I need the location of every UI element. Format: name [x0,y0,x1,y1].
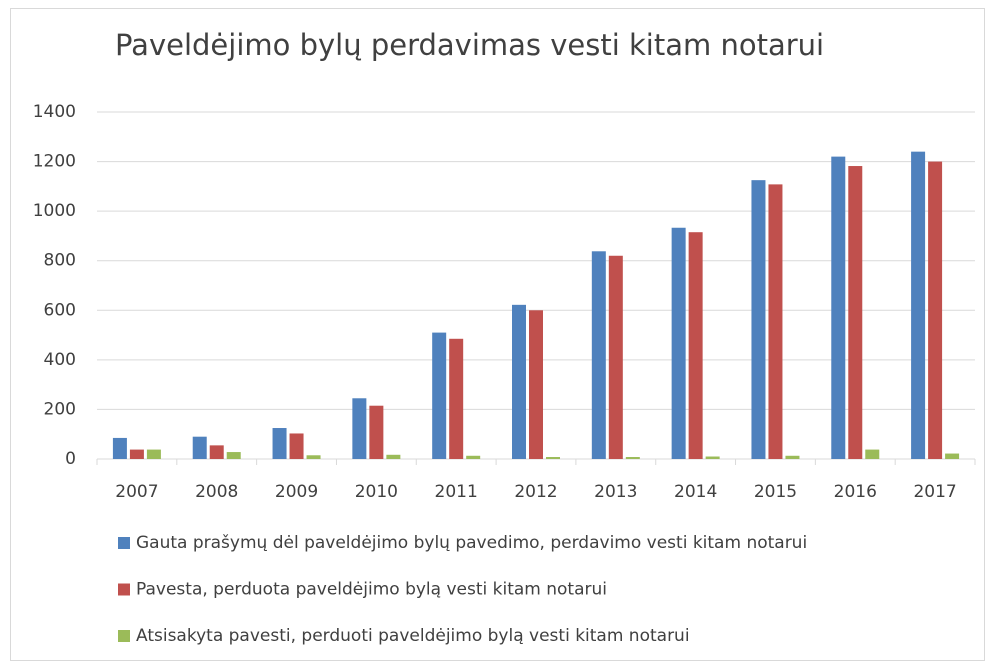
bar [192,436,207,459]
x-tick-label: 2015 [754,482,797,502]
y-tick-label: 400 [44,350,76,370]
y-tick-label: 200 [44,399,76,419]
bar [688,232,703,459]
bar [272,428,287,459]
bar [671,227,686,459]
x-tick-label: 2014 [674,482,717,502]
bar [529,310,543,459]
bar [945,453,960,459]
bar [831,156,846,459]
bar [112,437,127,459]
bar [226,452,241,459]
bar [785,455,800,459]
x-tick-label: 2016 [834,482,877,502]
y-tick-label: 600 [44,300,76,320]
bar [386,454,401,459]
bar [466,455,481,459]
bar [449,338,464,459]
bar [129,449,144,459]
x-tick-label: 2013 [594,482,637,502]
legend-swatch [118,583,130,596]
x-tick-label: 2017 [913,482,956,502]
y-tick-label: 1000 [33,201,76,221]
legend-label: Pavesta, perduota paveldėjimo bylą vesti… [136,580,607,600]
bar [546,457,560,459]
x-tick-label: 2007 [115,482,158,502]
legend-swatch [118,630,130,642]
x-tick-label: 2011 [435,482,478,502]
bar [432,332,447,459]
legend-label: Atsisakyta pavesti, perduoti paveldėjimo… [136,626,690,646]
bar [751,180,766,460]
x-tick-label: 2009 [275,482,318,502]
y-tick-label: 1200 [33,152,76,172]
x-tick-label: 2008 [195,482,238,502]
bar [768,184,783,460]
bar [289,433,304,459]
bar [865,449,880,459]
bar [705,456,720,459]
bar [352,398,367,459]
legend-label: Gauta prašymų dėl paveldėjimo bylų paved… [136,533,807,553]
bar [911,151,926,459]
x-tick-label: 2010 [355,482,398,502]
y-tick-label: 0 [65,449,76,469]
bar [608,255,623,459]
bar [625,457,640,459]
bar [146,449,161,459]
y-tick-label: 1400 [33,102,76,122]
chart-title: Paveldėjimo bylų perdavimas vesti kitam … [115,28,824,62]
bar [591,251,606,459]
bar [369,405,384,459]
chart-border [10,8,985,661]
y-tick-label: 800 [44,251,76,271]
bar [848,166,863,460]
legend-swatch [118,537,130,549]
x-tick-label: 2012 [514,482,557,502]
bar [928,161,943,460]
bar [306,455,321,459]
bar [512,304,526,459]
bar [209,445,224,459]
